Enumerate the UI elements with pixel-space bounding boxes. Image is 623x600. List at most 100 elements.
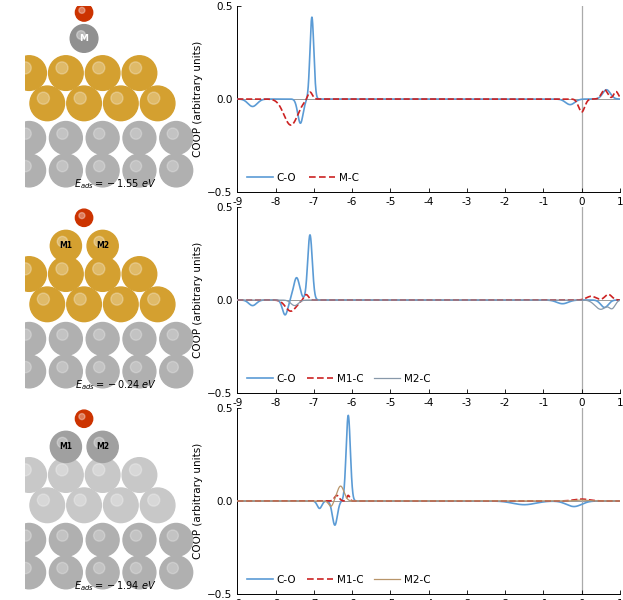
Circle shape <box>140 86 175 121</box>
Circle shape <box>49 323 82 355</box>
Circle shape <box>12 355 45 388</box>
Circle shape <box>86 154 119 187</box>
Circle shape <box>49 122 82 154</box>
Text: M2: M2 <box>96 442 109 451</box>
Y-axis label: COOP (arbitrary units): COOP (arbitrary units) <box>193 242 203 358</box>
Circle shape <box>123 122 156 154</box>
Circle shape <box>50 431 82 463</box>
Circle shape <box>167 562 178 574</box>
Circle shape <box>75 4 93 21</box>
Circle shape <box>12 56 46 91</box>
Circle shape <box>130 128 141 139</box>
Circle shape <box>130 160 141 172</box>
Circle shape <box>20 562 31 574</box>
Circle shape <box>111 293 123 305</box>
Circle shape <box>57 160 68 172</box>
Circle shape <box>12 257 46 292</box>
Circle shape <box>167 361 178 373</box>
Circle shape <box>20 329 31 340</box>
Circle shape <box>86 523 119 556</box>
Y-axis label: COOP (arbitrary units): COOP (arbitrary units) <box>193 41 203 157</box>
Circle shape <box>85 56 120 91</box>
Circle shape <box>49 56 83 91</box>
Circle shape <box>130 329 141 340</box>
Circle shape <box>50 230 82 262</box>
Circle shape <box>123 556 156 589</box>
Circle shape <box>57 329 68 340</box>
Circle shape <box>19 62 31 74</box>
Circle shape <box>87 431 118 463</box>
Circle shape <box>111 494 123 506</box>
Circle shape <box>49 257 83 292</box>
Circle shape <box>93 464 105 476</box>
Circle shape <box>49 523 82 556</box>
Circle shape <box>93 263 105 275</box>
Circle shape <box>30 287 65 322</box>
Circle shape <box>49 458 83 493</box>
Circle shape <box>93 361 105 373</box>
Circle shape <box>19 464 31 476</box>
Circle shape <box>122 458 157 493</box>
Circle shape <box>103 86 138 121</box>
Circle shape <box>20 160 31 172</box>
Circle shape <box>20 530 31 541</box>
Circle shape <box>74 92 86 104</box>
Circle shape <box>123 523 156 556</box>
Circle shape <box>67 488 102 523</box>
Circle shape <box>37 293 49 305</box>
Text: M: M <box>80 34 88 43</box>
Circle shape <box>130 530 141 541</box>
Circle shape <box>159 355 193 388</box>
Text: (a): (a) <box>419 226 439 239</box>
Circle shape <box>37 92 49 104</box>
Circle shape <box>140 287 175 322</box>
Circle shape <box>123 154 156 187</box>
Circle shape <box>130 62 141 74</box>
Circle shape <box>77 31 85 40</box>
Text: $E_{ads}=-1.55$ eV: $E_{ads}=-1.55$ eV <box>74 177 157 191</box>
Circle shape <box>159 154 193 187</box>
Circle shape <box>122 56 157 91</box>
Circle shape <box>67 86 102 121</box>
Circle shape <box>79 212 85 218</box>
Y-axis label: COOP (arbitrary units): COOP (arbitrary units) <box>193 443 203 559</box>
Circle shape <box>148 92 159 104</box>
Circle shape <box>67 287 102 322</box>
Circle shape <box>93 62 105 74</box>
Text: (b): (b) <box>418 427 439 440</box>
Circle shape <box>86 323 119 355</box>
Circle shape <box>49 355 82 388</box>
Circle shape <box>49 154 82 187</box>
Circle shape <box>75 209 93 226</box>
Circle shape <box>79 413 85 419</box>
Circle shape <box>87 230 118 262</box>
Circle shape <box>57 361 68 373</box>
Text: $E_{ads}=-0.24$ eV: $E_{ads}=-0.24$ eV <box>75 378 156 392</box>
Circle shape <box>20 128 31 139</box>
Circle shape <box>37 494 49 506</box>
Circle shape <box>79 7 85 13</box>
Circle shape <box>56 62 68 74</box>
Circle shape <box>57 236 68 247</box>
Circle shape <box>94 437 105 448</box>
Circle shape <box>12 122 45 154</box>
Circle shape <box>85 458 120 493</box>
Circle shape <box>167 160 178 172</box>
Circle shape <box>93 160 105 172</box>
Circle shape <box>85 257 120 292</box>
Legend: C-O, M-C: C-O, M-C <box>242 169 363 187</box>
Circle shape <box>12 323 45 355</box>
Legend: C-O, M1-C, M2-C: C-O, M1-C, M2-C <box>242 370 435 388</box>
Text: $E_{ads}=-1.94$ eV: $E_{ads}=-1.94$ eV <box>74 579 157 593</box>
Circle shape <box>93 128 105 139</box>
Circle shape <box>123 323 156 355</box>
Circle shape <box>20 361 31 373</box>
Circle shape <box>86 122 119 154</box>
Circle shape <box>12 154 45 187</box>
Circle shape <box>159 523 193 556</box>
Circle shape <box>93 562 105 574</box>
Circle shape <box>159 323 193 355</box>
Circle shape <box>140 488 175 523</box>
Circle shape <box>12 458 46 493</box>
Circle shape <box>19 263 31 275</box>
